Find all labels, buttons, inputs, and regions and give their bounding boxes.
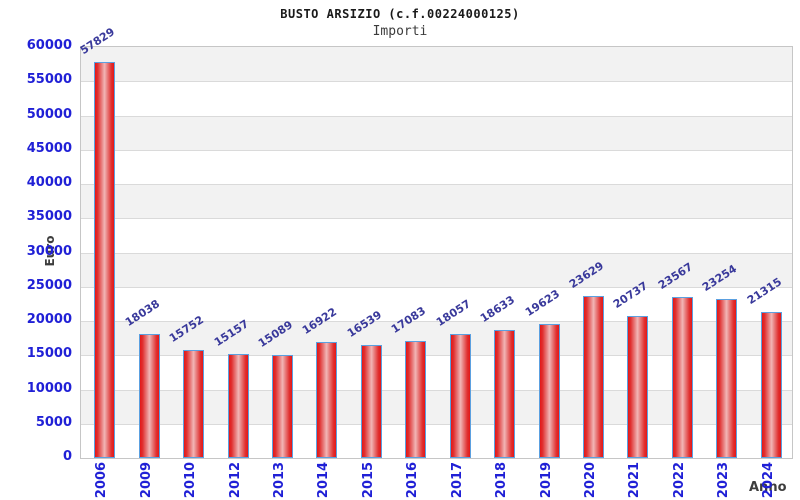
gridline	[81, 81, 792, 83]
plot-band	[81, 81, 792, 116]
bar	[716, 299, 737, 458]
x-tick-label: 2009	[138, 461, 154, 499]
gridline	[81, 184, 792, 185]
x-tick-label: 2016	[405, 461, 421, 499]
y-tick-label: 55000	[26, 72, 72, 88]
plot-band	[81, 115, 792, 150]
plot-area	[80, 46, 793, 459]
chart-title: BUSTO ARSIZIO (c.f.00224000125)	[280, 7, 520, 21]
y-tick-label: 35000	[26, 209, 72, 225]
plot-band	[81, 252, 792, 287]
x-tick-label: 2014	[316, 461, 332, 499]
gridline	[81, 149, 792, 151]
y-tick-label: 40000	[26, 175, 72, 190]
bar	[228, 354, 249, 458]
bar	[94, 62, 115, 458]
x-tick-label: 2018	[494, 461, 510, 499]
plot-band	[81, 47, 792, 82]
gridline	[81, 115, 792, 117]
gridline	[81, 252, 792, 254]
chart-subtitle: Importi	[372, 24, 428, 39]
y-tick-label: 10000	[26, 380, 72, 396]
gridline	[81, 321, 792, 322]
y-tick-label: 0	[62, 449, 72, 464]
x-tick-label: 2019	[538, 461, 554, 499]
x-tick-label: 2015	[360, 461, 376, 499]
x-tick-label: 2022	[671, 461, 687, 499]
x-tick-label: 2021	[627, 461, 643, 499]
x-axis-title: Anno	[749, 480, 787, 495]
y-tick-label: 20000	[26, 312, 72, 327]
bar	[316, 342, 337, 458]
bar	[450, 334, 471, 458]
y-tick-label: 15000	[26, 346, 72, 362]
gridline	[81, 286, 792, 288]
bar	[272, 355, 293, 458]
plot-band	[81, 149, 792, 184]
x-tick-label: 2023	[716, 461, 732, 499]
y-tick-label: 45000	[26, 140, 72, 156]
gridline	[81, 389, 792, 391]
bar	[361, 345, 382, 458]
x-tick-label: 2024	[760, 461, 776, 499]
y-tick-label: 60000	[26, 38, 72, 53]
bar	[139, 334, 160, 458]
bar	[627, 316, 648, 458]
y-tick-label: 50000	[26, 106, 72, 122]
bar	[183, 350, 204, 458]
bar	[494, 330, 515, 458]
y-tick-label: 5000	[35, 414, 72, 430]
plot-band	[81, 184, 792, 219]
x-tick-label: 2012	[227, 461, 243, 499]
y-tick-label: 25000	[26, 277, 72, 293]
gridline	[81, 218, 792, 220]
bar	[539, 324, 560, 458]
x-tick-label: 2017	[449, 461, 465, 499]
bar	[761, 312, 782, 458]
x-tick-label: 2006	[94, 461, 110, 499]
y-tick-label: 30000	[26, 243, 72, 259]
x-tick-label: 2010	[183, 461, 199, 499]
bar	[583, 296, 604, 458]
bar	[405, 341, 426, 458]
bar	[672, 297, 693, 458]
gridline	[81, 423, 792, 425]
x-tick-label: 2020	[583, 461, 599, 499]
x-tick-label: 2013	[271, 461, 287, 499]
plot-band	[81, 218, 792, 253]
gridline	[81, 355, 792, 357]
